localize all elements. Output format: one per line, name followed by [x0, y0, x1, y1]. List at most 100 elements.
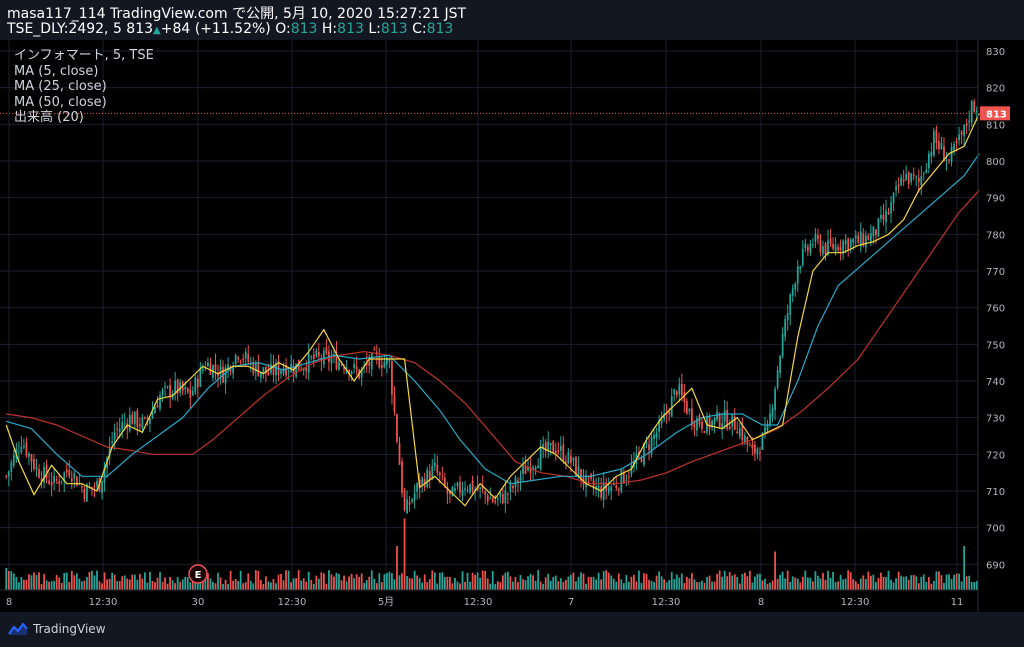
candle-body	[708, 416, 711, 429]
volume-bar	[393, 579, 396, 590]
candle-body	[920, 176, 923, 185]
candle-body	[542, 444, 545, 449]
candle-body	[159, 394, 161, 410]
candle-body	[133, 411, 136, 425]
volume-bar	[38, 572, 40, 590]
volume-bar	[169, 577, 171, 590]
candle-body	[809, 243, 812, 254]
x-tick-label: 8	[6, 597, 12, 608]
volume-bar	[534, 580, 537, 590]
candle-body	[295, 363, 298, 377]
earnings-marker[interactable]: E	[188, 564, 208, 584]
volume-bar	[242, 583, 245, 590]
candle-body	[456, 482, 459, 487]
candle-body	[620, 470, 623, 492]
legend-ma5[interactable]: MA (5, close)	[14, 63, 99, 79]
candle-body	[577, 466, 580, 478]
volume-bar	[438, 572, 441, 590]
legend-volume[interactable]: 出来高 (20)	[14, 110, 84, 125]
volume-bar	[23, 579, 25, 590]
volume-bar	[111, 572, 114, 590]
volume-bar	[605, 570, 608, 590]
high-value: 813	[337, 21, 364, 37]
volume-bar	[333, 576, 335, 590]
volume-bar	[592, 576, 595, 590]
volume-bar	[711, 581, 713, 590]
candle-body	[257, 362, 260, 377]
candle-body	[302, 368, 305, 371]
candle-body	[716, 411, 718, 420]
candle-body	[718, 413, 721, 428]
candle-body	[131, 414, 134, 425]
candle-body	[938, 141, 940, 149]
volume-bar	[547, 573, 550, 590]
candle-body	[191, 391, 194, 396]
volume-bar	[418, 577, 421, 590]
candle-body	[723, 409, 726, 422]
volume-bar	[469, 581, 471, 590]
volume-bar	[653, 582, 655, 590]
tradingview-brand[interactable]: TradingView	[8, 622, 106, 636]
candle-body	[754, 444, 756, 454]
candle-body	[799, 266, 802, 269]
candle-body	[696, 418, 698, 431]
volume-bar	[723, 570, 726, 590]
volume-bar	[880, 572, 882, 590]
candle-body	[55, 479, 58, 481]
volume-bar	[595, 579, 597, 590]
candle-body	[224, 367, 227, 384]
candle-body	[428, 471, 431, 481]
y-tick-label: 690	[986, 560, 1005, 571]
volume-bar	[864, 579, 867, 590]
volume-bar	[179, 581, 182, 590]
legend-ma50[interactable]: MA (50, close)	[14, 94, 107, 110]
candle-body	[837, 247, 839, 251]
candle-body	[398, 443, 401, 465]
candle-body	[431, 466, 434, 479]
candle-body	[817, 235, 819, 240]
volume-bar	[315, 575, 318, 590]
y-tick-label: 730	[986, 414, 1005, 425]
volume-bar	[897, 571, 900, 590]
volume-bar	[975, 581, 978, 590]
legend-ma25[interactable]: MA (25, close)	[14, 79, 107, 94]
volume-bar	[875, 581, 877, 590]
volume-bar	[310, 579, 313, 590]
candle-body	[698, 415, 701, 425]
volume-bar	[50, 581, 53, 590]
candle-body	[627, 476, 630, 478]
volume-bar	[103, 572, 106, 590]
volume-bar	[791, 576, 794, 590]
candle-body	[804, 243, 807, 248]
candle-body	[315, 350, 318, 357]
candle-body	[670, 396, 673, 417]
volume-bar	[776, 578, 779, 590]
volume-bar	[532, 575, 534, 590]
volume-bar	[544, 577, 547, 590]
ma5-line	[5, 113, 980, 507]
candle-body	[474, 489, 476, 491]
candle-body	[83, 488, 86, 499]
volume-bar	[262, 583, 265, 590]
candle-body	[968, 120, 971, 123]
candle-body	[736, 431, 739, 434]
volume-bar	[847, 570, 850, 590]
volume-bar	[675, 574, 678, 590]
volume-bar	[625, 574, 628, 590]
candle-body	[602, 482, 605, 500]
volume-bar	[842, 579, 845, 590]
price-chart[interactable]: E 69070071072073074075076077078079080081…	[0, 40, 1024, 612]
volume-bar	[489, 583, 492, 590]
candle-body	[784, 319, 787, 337]
volume-bar	[446, 576, 449, 590]
volume-bar	[890, 579, 892, 590]
volume-bar	[814, 571, 817, 590]
volume-bar	[149, 571, 151, 590]
volume-bar	[237, 581, 240, 590]
volume-bar	[925, 581, 928, 590]
price-change: +84 (+11.52%)	[160, 21, 271, 37]
candle-body	[769, 413, 771, 425]
candle-body	[393, 394, 396, 412]
candle-body	[958, 134, 960, 141]
candle-body	[829, 238, 832, 245]
